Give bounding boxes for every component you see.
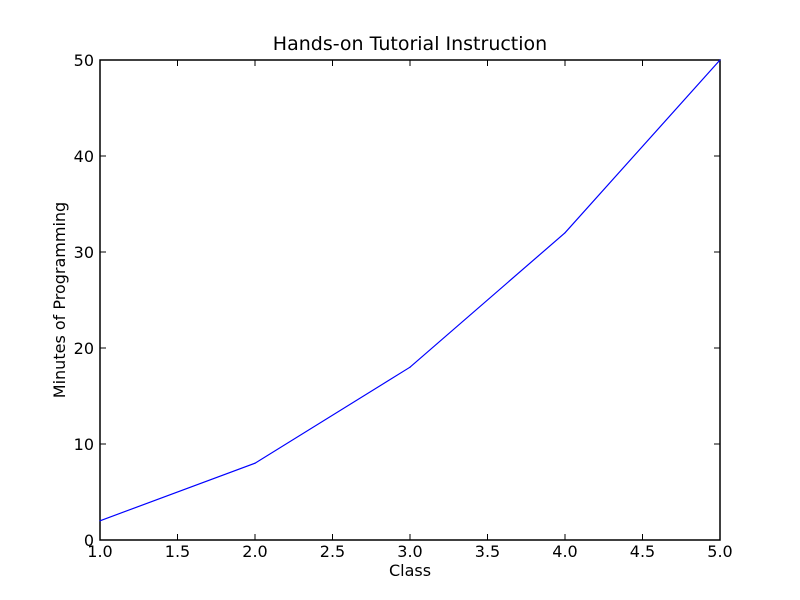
x-tick-label: 1.0	[87, 542, 112, 561]
data-point	[719, 59, 721, 61]
x-tick-label: 1.5	[165, 542, 190, 561]
y-axis-label: Minutes of Programming	[50, 202, 69, 398]
x-tick-label: 5.0	[707, 542, 732, 561]
x-tick-label: 3.5	[475, 542, 500, 561]
y-tick-label: 0	[84, 531, 94, 550]
x-tick-label: 3.0	[397, 542, 422, 561]
x-tick-label: 4.0	[552, 542, 577, 561]
x-axis-label: Class	[389, 561, 431, 580]
data-point	[564, 232, 566, 234]
y-tick-label: 20	[74, 339, 94, 358]
data-point	[254, 462, 256, 464]
plot-area: 1.0 1.5 2.0 2.5 3.0 3.5 4.0 4.5 5.0 0 10 20 30 40 50	[74, 51, 733, 561]
x-tick-label: 4.5	[630, 542, 655, 561]
y-tick-label: 10	[74, 435, 94, 454]
y-tick-label: 30	[74, 243, 94, 262]
x-tick-label: 2.5	[320, 542, 345, 561]
data-point	[409, 366, 411, 368]
axes-frame	[99, 59, 721, 541]
chart-title: Hands-on Tutorial Instruction	[273, 33, 547, 55]
x-tick-label: 2.0	[242, 542, 267, 561]
y-tick-label: 40	[74, 147, 94, 166]
series-line	[99, 59, 721, 522]
data-point	[99, 520, 101, 522]
y-tick-label: 50	[74, 51, 94, 70]
